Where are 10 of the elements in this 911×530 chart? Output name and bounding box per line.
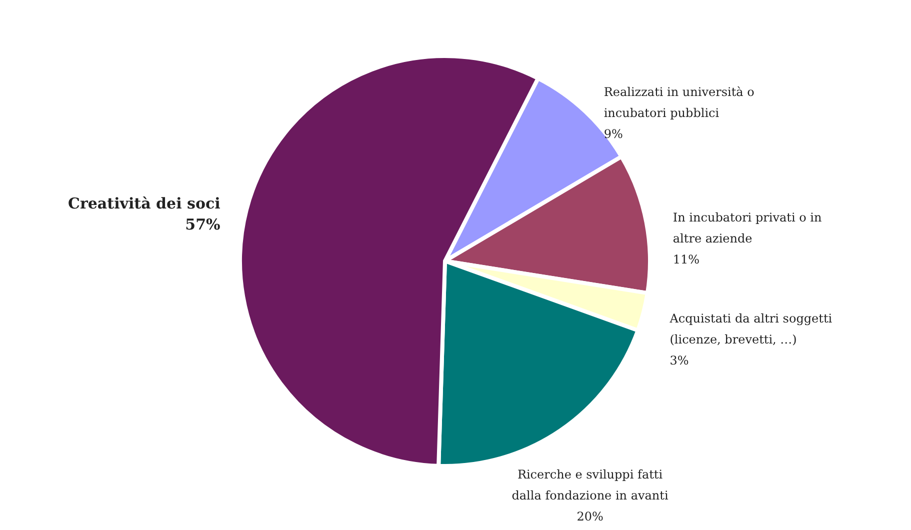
data-label: 20% xyxy=(576,509,604,524)
slice-label: In incubatori privati o in altre aziende xyxy=(672,210,822,246)
data-label: 3% xyxy=(670,354,689,368)
data-label: 9% xyxy=(604,126,623,141)
data-label: 11% xyxy=(672,252,700,267)
data-label: 57% xyxy=(185,215,220,234)
slice-label: Creatività dei soci xyxy=(68,194,221,212)
slice-label: Realizzati in università o incubatori pubblici xyxy=(604,84,754,120)
slice-label: Acquistati da altri soggetti (licenze, brevetti, …) xyxy=(668,312,832,347)
slice-label: Ricerche e sviluppi fatti dalla fondazione in avanti xyxy=(512,467,668,502)
